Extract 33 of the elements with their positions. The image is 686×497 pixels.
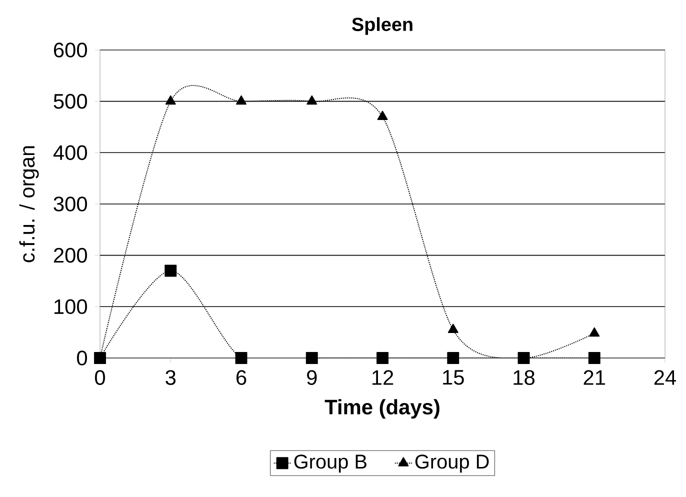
point xyxy=(164,264,177,277)
x-tick-label: 0 xyxy=(95,370,105,385)
point xyxy=(377,110,388,120)
y-axis-title: c.f.u. / organ xyxy=(19,146,39,262)
y-tick-label: 300 xyxy=(54,196,88,212)
x-axis-title: Time (days) xyxy=(324,399,440,419)
x-tick-label: 6 xyxy=(236,370,246,385)
point xyxy=(235,352,248,364)
y-tick-label: 200 xyxy=(54,248,88,263)
point xyxy=(165,95,176,105)
point xyxy=(306,352,318,364)
y-tick-label: 400 xyxy=(53,145,88,160)
legend-label: Group B xyxy=(294,454,366,473)
y-tick-label: 0 xyxy=(77,350,88,366)
y-tick-label: 500 xyxy=(54,94,88,109)
point xyxy=(448,324,458,333)
point xyxy=(236,95,246,105)
x-tick-label: 9 xyxy=(307,370,317,385)
point xyxy=(306,95,318,105)
point xyxy=(589,327,600,337)
y-tick-label: 100 xyxy=(54,299,88,314)
point xyxy=(376,352,388,364)
y-tick-label: 600 xyxy=(54,42,88,58)
point xyxy=(447,352,460,364)
x-tick-label: 15 xyxy=(443,370,464,385)
chart-title: Spleen xyxy=(352,17,412,35)
x-tick-label: 18 xyxy=(514,370,534,385)
point xyxy=(588,352,600,364)
x-tick-label: 21 xyxy=(584,370,605,385)
x-tick-label: 3 xyxy=(166,370,176,385)
legend-label: Group D xyxy=(415,454,489,473)
x-tick-label: 24 xyxy=(654,370,676,385)
x-tick-label: 12 xyxy=(372,370,394,385)
